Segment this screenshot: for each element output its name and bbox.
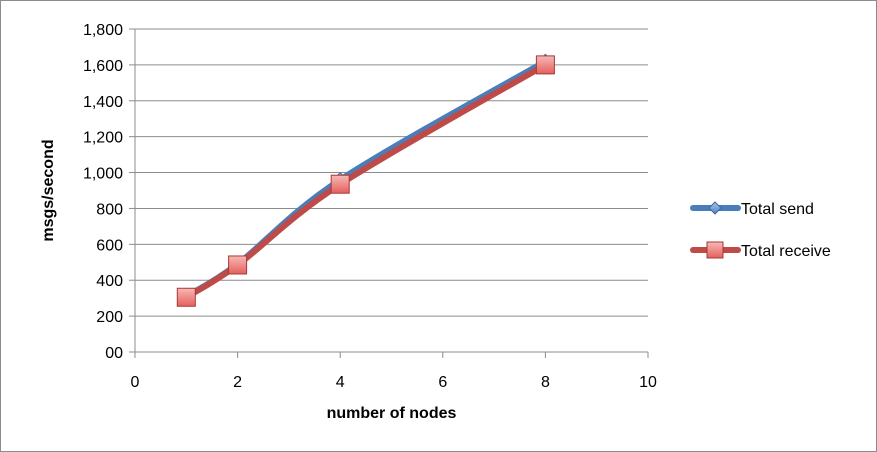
legend-marker-receive (706, 241, 724, 259)
data-point-receive (176, 287, 196, 307)
y-tick-label: 600 (96, 237, 123, 254)
x-tick-label: 4 (336, 374, 345, 391)
data-point-receive (228, 255, 248, 275)
x-tick-label: 0 (131, 374, 140, 391)
y-tick-label: 400 (96, 273, 123, 290)
axes: 00 200 400 600 800 1,000 1,200 1,400 1,600 1,800 0… (83, 22, 657, 391)
legend: Total send Total receive (690, 201, 831, 260)
legend-marker-send (708, 201, 722, 215)
x-tick-label: 8 (541, 374, 550, 391)
data-point-receive (535, 55, 555, 75)
y-tick-label: 00 (105, 345, 123, 362)
y-tick-label: 800 (96, 201, 123, 218)
y-tick-label: 1,600 (83, 58, 123, 75)
data-point-receive (330, 174, 350, 194)
y-tick-label: 1,000 (83, 166, 123, 183)
x-tick-label: 2 (233, 374, 242, 391)
gridlines (135, 28, 648, 317)
legend-label: Total receive (741, 243, 831, 260)
y-tick-label: 1,800 (83, 22, 123, 39)
x-axis-title: number of nodes (327, 405, 457, 422)
y-tick-label: 200 (96, 309, 123, 326)
x-tick-label: 10 (639, 374, 657, 391)
y-tick-label: 1,200 (83, 130, 123, 147)
series-line-1 (183, 61, 549, 301)
legend-label: Total send (741, 201, 814, 218)
y-axis-title: msgs/second (40, 139, 57, 241)
series (176, 53, 555, 307)
x-tick-label: 6 (438, 374, 447, 391)
y-tick-label: 1,400 (83, 94, 123, 111)
